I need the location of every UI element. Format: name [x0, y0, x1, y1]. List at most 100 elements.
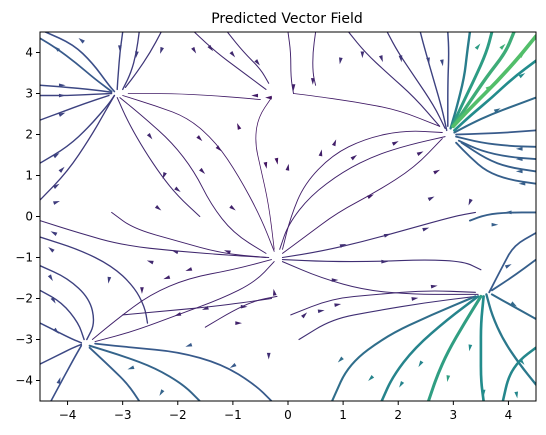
flow-arrow-92	[505, 264, 512, 269]
streamline-66	[503, 348, 536, 401]
flow-arrow-74	[273, 289, 277, 296]
streamline-10	[117, 98, 200, 217]
streamline-39	[40, 221, 269, 258]
flow-arrow-51	[351, 155, 357, 160]
streamline-63	[332, 296, 475, 401]
chart-title: Predicted Vector Field	[211, 11, 363, 27]
y-tick-label: 1	[25, 169, 33, 183]
flow-arrow-77	[230, 363, 237, 368]
streamline-28	[456, 130, 536, 134]
streamline-41	[40, 266, 93, 340]
flow-arrow-15	[254, 59, 260, 65]
flow-arrow-98	[446, 375, 450, 382]
streamlines-layer	[40, 32, 536, 401]
flow-arrow-62	[48, 274, 53, 281]
flow-arrow-78	[159, 389, 164, 396]
y-tick-label: 4	[25, 46, 33, 60]
streamline-21	[448, 32, 449, 126]
flow-arrow-36	[469, 199, 473, 206]
y-tick-label: 2	[25, 128, 33, 142]
flow-arrow-82	[422, 228, 429, 232]
flow-arrow-40	[216, 145, 222, 151]
y-tick-label: −3	[15, 333, 33, 347]
streamline-58	[205, 296, 277, 327]
flow-arrow-45	[264, 162, 268, 169]
flow-arrow-91	[492, 223, 499, 227]
flow-arrow-12	[191, 47, 196, 54]
x-tick-label: 3	[450, 408, 458, 422]
flow-arrow-50	[332, 139, 336, 146]
streamline-53	[283, 212, 476, 257]
flow-arrow-75	[185, 343, 192, 347]
flow-arrow-87	[318, 309, 325, 313]
streamline-40	[40, 237, 148, 323]
flow-arrow-57	[237, 123, 241, 130]
flow-arrow-25	[475, 44, 481, 50]
flow-arrow-60	[108, 277, 112, 284]
streamline-60	[481, 296, 484, 401]
streamline-9	[125, 32, 161, 87]
streamline-67	[489, 233, 536, 292]
streamline-17	[313, 32, 316, 85]
flow-arrow-6	[59, 167, 65, 173]
flow-arrow-22	[399, 55, 403, 62]
flow-arrow-48	[286, 164, 290, 171]
streamline-1	[40, 85, 112, 92]
flow-arrow-53	[417, 151, 424, 156]
flow-arrow-47	[275, 158, 279, 165]
flow-arrow-14	[230, 51, 236, 57]
flow-arrow-20	[361, 51, 365, 58]
flow-arrow-54	[433, 170, 440, 175]
flow-arrow-42	[174, 187, 180, 192]
flow-arrow-65	[57, 377, 61, 384]
flow-arrow-33	[516, 170, 523, 174]
flow-arrow-8	[53, 201, 60, 205]
streamline-42	[40, 290, 84, 339]
flow-arrow-80	[267, 353, 271, 360]
flow-arrow-3	[59, 94, 66, 98]
flow-arrow-99	[418, 361, 423, 368]
flow-arrow-95	[514, 392, 518, 399]
flow-arrow-19	[339, 57, 343, 64]
flow-arrow-44	[229, 205, 235, 210]
y-tick-label: 0	[25, 210, 33, 224]
flow-arrow-71	[174, 312, 181, 316]
streamline-27	[454, 98, 536, 133]
streamline-44	[40, 344, 81, 364]
flow-arrow-55	[367, 194, 374, 199]
flow-arrow-56	[428, 196, 435, 201]
flow-arrow-86	[301, 312, 307, 318]
streamline-13	[128, 94, 260, 100]
y-tick-label: −2	[15, 292, 33, 306]
x-tick-label: −4	[59, 408, 77, 422]
streamline-51	[92, 260, 271, 340]
flow-arrow-49	[319, 149, 323, 156]
flow-arrow-61	[140, 287, 144, 294]
flow-arrow-81	[384, 234, 391, 238]
x-tick-label: −2	[169, 408, 187, 422]
flow-arrow-90	[431, 285, 438, 289]
streamline-6	[46, 32, 115, 92]
flow-arrow-11	[160, 47, 164, 54]
streamline-43	[40, 323, 81, 343]
x-tick-label: 0	[284, 408, 292, 422]
streamline-62	[382, 296, 478, 401]
x-tick-label: −3	[114, 408, 132, 422]
flow-arrow-72	[202, 306, 209, 310]
x-tick-label: 1	[339, 408, 347, 422]
streamline-20	[420, 32, 446, 130]
flow-arrow-97	[469, 344, 473, 351]
streamline-45	[51, 346, 81, 401]
flow-arrow-52	[392, 141, 399, 146]
x-tick-label: −1	[224, 408, 242, 422]
flow-arrow-9	[118, 45, 122, 52]
flow-arrow-18	[251, 94, 258, 98]
flow-arrow-58	[51, 231, 58, 236]
streamline-55	[283, 262, 479, 295]
flow-arrow-38	[163, 172, 167, 179]
streamline-48	[95, 344, 271, 401]
flow-arrow-43	[155, 205, 161, 210]
flow-arrow-76	[128, 365, 135, 369]
flow-arrow-59	[48, 247, 54, 253]
